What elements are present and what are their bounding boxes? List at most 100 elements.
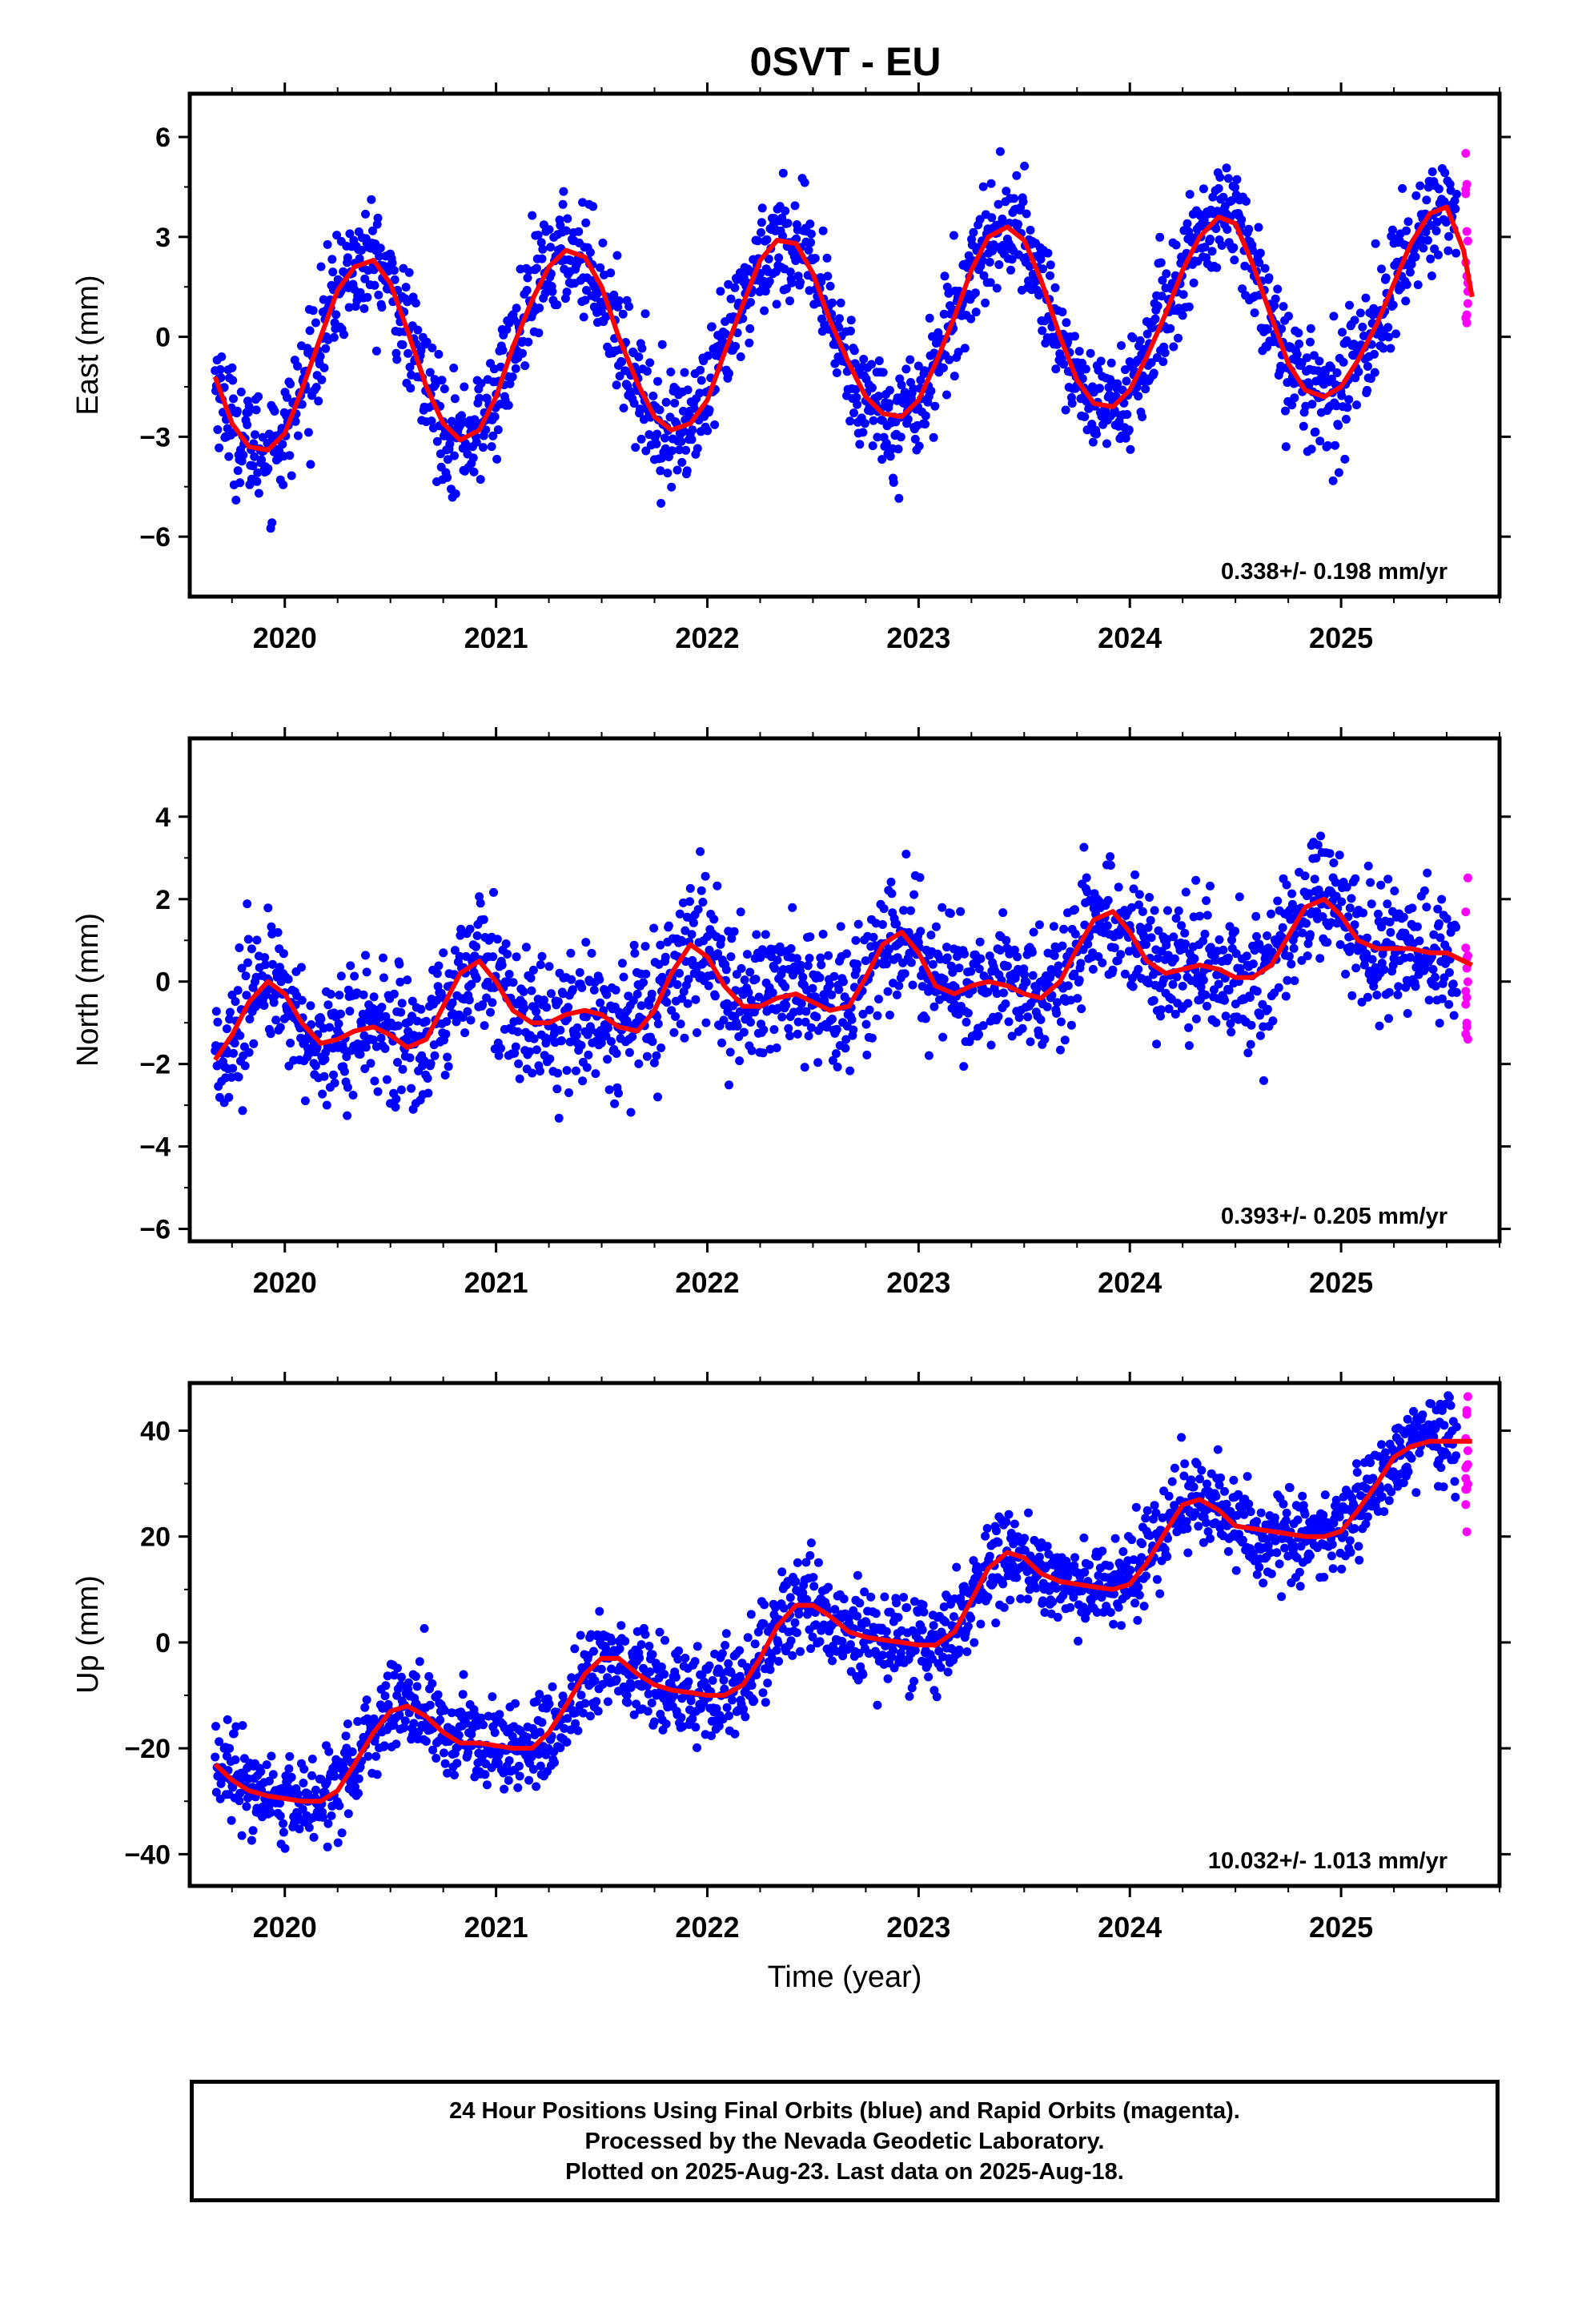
final-orbit-point xyxy=(886,877,896,887)
final-orbit-point xyxy=(244,402,254,412)
final-orbit-point xyxy=(861,1019,871,1029)
final-orbit-point xyxy=(1387,225,1397,235)
final-orbit-point xyxy=(389,989,399,999)
final-orbit-point xyxy=(1138,907,1147,916)
final-orbit-point xyxy=(1329,312,1339,321)
final-orbit-point xyxy=(413,325,423,335)
final-orbit-point xyxy=(357,245,367,255)
final-orbit-point xyxy=(703,351,713,360)
final-orbit-point xyxy=(475,892,484,902)
final-orbit-point xyxy=(1347,894,1356,903)
final-orbit-point xyxy=(278,440,287,449)
final-orbit-point xyxy=(1329,858,1339,867)
final-orbit-point xyxy=(862,1050,872,1059)
final-orbit-point xyxy=(693,1642,702,1651)
final-orbit-point xyxy=(359,990,368,999)
final-orbit-point xyxy=(684,975,693,984)
final-orbit-point xyxy=(994,1011,1003,1021)
final-orbit-point xyxy=(1415,936,1424,946)
final-orbit-point xyxy=(224,452,234,461)
final-orbit-point xyxy=(389,1671,399,1680)
final-orbit-point xyxy=(767,1654,777,1663)
final-orbit-point xyxy=(680,368,689,377)
y-tick-label: 0 xyxy=(155,967,171,998)
final-orbit-point xyxy=(628,1032,637,1042)
final-orbit-point xyxy=(377,303,387,312)
final-orbit-point xyxy=(375,251,384,261)
final-orbit-point xyxy=(976,954,986,963)
final-orbit-point xyxy=(719,1015,729,1025)
final-orbit-point xyxy=(939,309,949,319)
final-orbit-point xyxy=(225,1743,235,1753)
final-orbit-point xyxy=(763,1679,773,1688)
final-orbit-point xyxy=(917,982,927,991)
final-orbit-point xyxy=(635,1653,644,1663)
final-orbit-point xyxy=(921,420,930,429)
final-orbit-point xyxy=(983,987,993,997)
final-orbit-point xyxy=(1372,991,1382,999)
final-orbit-point xyxy=(370,1076,379,1086)
final-orbit-point xyxy=(1230,255,1239,265)
final-orbit-point xyxy=(897,380,906,390)
final-orbit-point xyxy=(985,257,994,267)
final-orbit-point xyxy=(372,1770,382,1779)
final-orbit-point xyxy=(960,949,969,959)
final-orbit-point xyxy=(522,1732,532,1742)
final-orbit-point xyxy=(465,924,475,934)
final-orbit-point xyxy=(545,1054,555,1063)
x-tick-label: 2022 xyxy=(675,621,739,654)
final-orbit-point xyxy=(612,251,622,260)
final-orbit-point xyxy=(1058,941,1067,951)
final-orbit-point xyxy=(596,998,605,1007)
final-orbit-point xyxy=(439,948,448,958)
final-orbit-point xyxy=(920,366,930,376)
final-orbit-point xyxy=(1094,896,1104,906)
final-orbit-point xyxy=(513,1783,523,1792)
final-orbit-point xyxy=(994,260,1004,269)
final-orbit-point xyxy=(906,958,916,967)
final-orbit-point xyxy=(457,411,466,420)
final-orbit-point xyxy=(533,231,543,240)
final-orbit-point xyxy=(346,961,355,971)
final-orbit-point xyxy=(1154,926,1163,935)
final-orbit-point xyxy=(683,385,693,395)
final-orbit-point xyxy=(360,1703,370,1712)
final-orbit-point xyxy=(381,1011,391,1021)
final-orbit-point xyxy=(528,1068,537,1078)
final-orbit-point xyxy=(841,1035,851,1044)
final-orbit-point xyxy=(223,1715,232,1724)
final-orbit-point xyxy=(1217,241,1227,250)
y-tick-label: −2 xyxy=(139,1050,171,1080)
final-orbit-point xyxy=(404,267,414,277)
final-orbit-point xyxy=(661,952,670,962)
final-orbit-point xyxy=(691,995,701,1004)
final-orbit-point xyxy=(1292,350,1302,360)
final-orbit-point xyxy=(717,1038,726,1047)
final-orbit-point xyxy=(1304,380,1314,390)
final-orbit-point xyxy=(532,1045,541,1055)
final-orbit-point xyxy=(1386,927,1395,937)
final-orbit-point xyxy=(440,1748,448,1758)
final-orbit-point xyxy=(1171,914,1181,923)
final-orbit-point xyxy=(248,1826,258,1835)
final-orbit-point xyxy=(392,355,402,364)
final-orbit-point xyxy=(553,997,563,1007)
final-orbit-point xyxy=(505,379,515,388)
final-orbit-point xyxy=(1384,332,1393,342)
final-orbit-point xyxy=(350,971,359,981)
final-orbit-point xyxy=(842,949,851,959)
final-orbit-point xyxy=(271,1015,281,1025)
rapid-orbit-point xyxy=(1462,310,1472,320)
final-orbit-point xyxy=(211,1007,221,1016)
final-orbit-point xyxy=(1287,400,1297,410)
final-orbit-point xyxy=(535,1690,544,1699)
final-orbit-point xyxy=(211,1722,220,1731)
final-orbit-point xyxy=(368,226,377,235)
final-orbit-point xyxy=(746,1018,755,1027)
final-orbit-point xyxy=(866,406,876,416)
final-orbit-point xyxy=(930,401,940,411)
final-orbit-point xyxy=(836,922,845,931)
final-orbit-point xyxy=(560,1723,569,1733)
final-orbit-point xyxy=(472,931,482,940)
final-orbit-point xyxy=(1129,884,1138,894)
